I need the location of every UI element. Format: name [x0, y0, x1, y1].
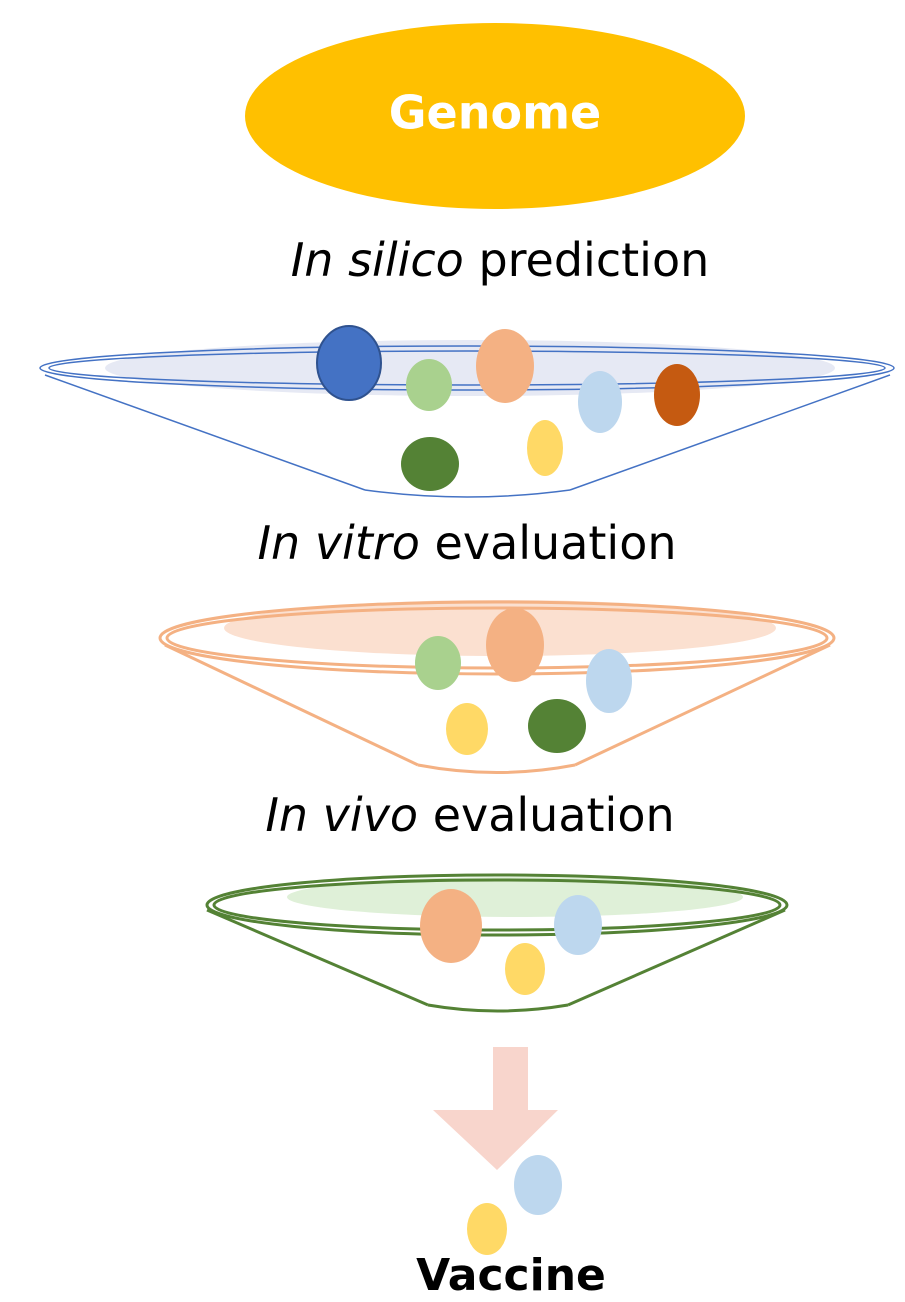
candidates-vitro — [415, 608, 632, 755]
stage-italic: In vivo — [265, 788, 418, 842]
stage-text: prediction — [478, 233, 709, 287]
genome-label: Genome — [389, 86, 601, 140]
genome-ellipse — [245, 23, 745, 209]
stage-label: In vitro evaluation — [257, 516, 676, 570]
stage-italic: In vitro — [257, 516, 419, 570]
funnel-silico — [39, 340, 895, 498]
stage-label: In vivo evaluation — [265, 788, 674, 842]
stage-text: evaluation — [433, 788, 675, 842]
funnel-vivo — [205, 873, 789, 1013]
arrow — [433, 1047, 558, 1170]
stage-italic: In silico — [291, 233, 464, 287]
stage-label: In silico prediction — [291, 233, 710, 287]
output-label: Vaccine — [416, 1250, 606, 1301]
stage-text: evaluation — [435, 516, 677, 570]
candidates-silico — [316, 325, 700, 491]
vaccine-candidate — [514, 1155, 562, 1215]
vaccine-candidate — [467, 1203, 507, 1255]
candidates-vivo — [420, 889, 602, 995]
